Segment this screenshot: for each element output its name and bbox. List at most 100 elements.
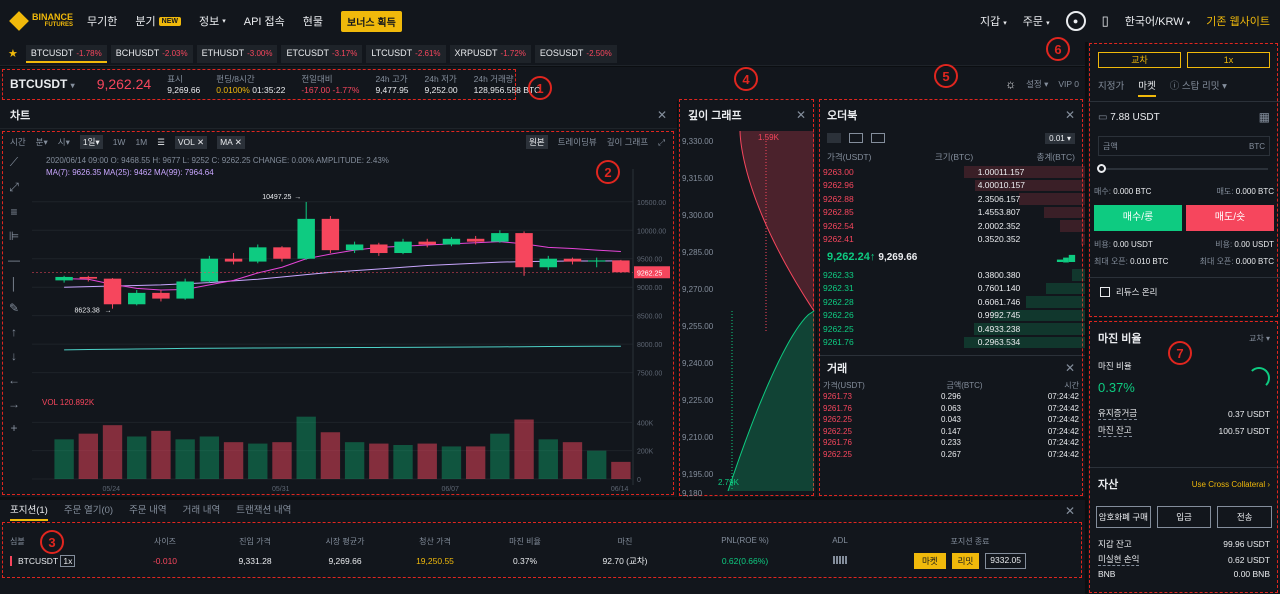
sell-short-button[interactable]: 매도/숏 bbox=[1186, 205, 1274, 231]
ticker-btcusdt[interactable]: BTCUSDT -1.78% bbox=[25, 44, 107, 63]
nav-quarterly[interactable]: 분기 NEW bbox=[135, 13, 181, 29]
candle-body[interactable] bbox=[55, 276, 73, 281]
bid-row[interactable]: 9261.76 0.296 3.534 bbox=[817, 336, 1085, 350]
candle-body[interactable] bbox=[249, 247, 267, 262]
cross-collateral-link[interactable]: Use Cross Collateral › bbox=[1191, 479, 1270, 489]
close-market-button[interactable]: 마켓 bbox=[913, 553, 946, 569]
horizontal-line-tool-icon[interactable]: — bbox=[8, 253, 20, 267]
depth-chart[interactable]: 9,330.00 9,315.00 9,300.00 9,285.00 9,270.00… bbox=[678, 131, 816, 497]
bonus-button[interactable]: 보너스 획득 bbox=[341, 10, 402, 32]
vertical-line-tool-icon[interactable]: │ bbox=[10, 277, 18, 291]
candle-body[interactable] bbox=[563, 258, 582, 262]
crosshair-tool-icon[interactable]: + bbox=[10, 421, 18, 435]
reduce-only-checkbox[interactable] bbox=[1100, 287, 1110, 297]
calculator-icon[interactable]: ▦ bbox=[1258, 110, 1270, 124]
view-depth-button[interactable]: 깊이 그래프 bbox=[606, 137, 649, 147]
candle-body[interactable] bbox=[491, 233, 509, 242]
transfer-button[interactable]: 전송 bbox=[1217, 506, 1273, 528]
ask-row[interactable]: 9262.88 2.350 6.157 bbox=[817, 192, 1085, 206]
ask-row[interactable]: 9262.41 0.352 0.352 bbox=[817, 233, 1085, 247]
candle-body[interactable] bbox=[103, 278, 122, 305]
favorite-star-icon[interactable]: ★ bbox=[8, 48, 18, 60]
language-menu[interactable]: 한국어/KRW ▾ bbox=[1125, 13, 1190, 29]
wallet-menu[interactable]: 지갑 ▾ bbox=[980, 13, 1007, 29]
bid-row[interactable]: 9262.33 0.380 0.380 bbox=[817, 268, 1085, 282]
bid-row[interactable]: 9262.26 0.999 2.745 bbox=[817, 309, 1085, 323]
candle-body[interactable] bbox=[515, 233, 533, 268]
arrow-down-tool-icon[interactable]: ↓ bbox=[11, 349, 17, 363]
close-limit-price-input[interactable]: 9332.05 bbox=[985, 553, 1026, 569]
close-icon[interactable]: ✕ bbox=[795, 108, 806, 122]
vol-indicator-tag[interactable]: VOL ✕ bbox=[174, 135, 208, 149]
interval-minute[interactable]: 분▾ bbox=[35, 137, 48, 147]
close-icon[interactable]: ✕ bbox=[1064, 361, 1075, 375]
candle-body[interactable] bbox=[345, 244, 364, 251]
interval-day[interactable]: 1일▾ bbox=[79, 135, 103, 149]
binance-futures-logo[interactable]: BINANCE FUTURES bbox=[9, 11, 73, 31]
ticker-etcusdt[interactable]: ETCUSDT -3.17% bbox=[281, 44, 363, 63]
close-icon[interactable]: ✕ bbox=[1064, 108, 1075, 122]
ray-tool-icon[interactable]: ⤢ bbox=[9, 180, 19, 194]
orderbook-asks-view-icon[interactable] bbox=[871, 133, 885, 143]
view-original-button[interactable]: 원본 bbox=[525, 135, 548, 149]
nav-spot[interactable]: 현물 bbox=[302, 16, 324, 28]
orderbook-bids-view-icon[interactable] bbox=[849, 133, 863, 143]
bid-row[interactable]: 9262.25 0.493 3.238 bbox=[817, 322, 1085, 336]
parallel-channel-tool-icon[interactable]: ≡ bbox=[10, 205, 18, 219]
tab-market[interactable]: 마켓 bbox=[1138, 78, 1156, 97]
deposit-button[interactable]: 입금 bbox=[1156, 506, 1212, 528]
orderbook-both-view-icon[interactable] bbox=[827, 133, 841, 143]
indicator-settings-icon[interactable]: ☰ bbox=[157, 136, 165, 147]
candle-body[interactable] bbox=[418, 241, 436, 245]
price-chart[interactable]: 10500.00 10000.00 9500.00 9000.00 8500.00 800… bbox=[28, 149, 673, 494]
candle-body[interactable] bbox=[297, 218, 315, 259]
amount-slider[interactable] bbox=[1097, 164, 1268, 174]
theme-sun-icon[interactable]: ☼ bbox=[1005, 77, 1017, 91]
close-limit-button[interactable]: 리밋 bbox=[951, 553, 980, 569]
candle-body[interactable] bbox=[612, 260, 630, 273]
candle-body[interactable] bbox=[200, 258, 219, 282]
interval-hour[interactable]: 시▾ bbox=[57, 137, 70, 147]
nav-api[interactable]: API 접속 bbox=[243, 16, 285, 28]
positions-tab-1[interactable]: 주문 열기(0) bbox=[63, 504, 114, 516]
fib-tool-icon[interactable]: ⊫ bbox=[8, 229, 20, 243]
settings-menu[interactable]: 설정 ▾ bbox=[1026, 78, 1048, 90]
leverage-button[interactable]: 1x bbox=[1187, 52, 1270, 68]
positions-tab-0[interactable]: 포지션(1) bbox=[10, 502, 48, 521]
candle-body[interactable] bbox=[321, 218, 340, 251]
symbol-selector[interactable]: BTCUSDT ▾ bbox=[10, 77, 75, 91]
arrow-up-tool-icon[interactable]: ↑ bbox=[11, 325, 17, 339]
interval-month[interactable]: 1M bbox=[135, 137, 148, 147]
positions-tab-3[interactable]: 거래 내역 bbox=[182, 504, 221, 516]
candle-body[interactable] bbox=[128, 292, 146, 305]
user-avatar-icon[interactable]: ● bbox=[1065, 11, 1086, 31]
candle-body[interactable] bbox=[442, 238, 461, 245]
candle-body[interactable] bbox=[176, 281, 194, 299]
brush-tool-icon[interactable]: ✎ bbox=[8, 301, 20, 315]
ticker-bchusdt[interactable]: BCHUSDT -2.03% bbox=[110, 44, 193, 63]
positions-tab-4[interactable]: 트랜잭션 내역 bbox=[236, 504, 292, 516]
close-icon[interactable]: ✕ bbox=[656, 107, 667, 122]
classic-site-link[interactable]: 기존 웹사이트 bbox=[1206, 16, 1270, 28]
ask-row[interactable]: 9262.85 1.455 3.807 bbox=[817, 206, 1085, 220]
tab-limit[interactable]: 지정가 bbox=[1098, 81, 1125, 92]
orders-menu[interactable]: 주문 ▾ bbox=[1023, 13, 1050, 29]
bid-row[interactable]: 9262.28 0.606 1.746 bbox=[817, 295, 1085, 309]
ask-row[interactable]: 9262.54 2.000 2.352 bbox=[817, 219, 1085, 233]
bid-row[interactable]: 9262.31 0.760 1.140 bbox=[817, 282, 1085, 296]
fullscreen-icon[interactable]: ⤢ bbox=[658, 136, 665, 147]
ticker-xrpusdt[interactable]: XRPUSDT -1.72% bbox=[449, 44, 531, 63]
candle-body[interactable] bbox=[587, 260, 606, 262]
interval-week[interactable]: 1W bbox=[112, 137, 126, 147]
ask-row[interactable]: 9262.96 4.000 10.157 bbox=[817, 179, 1085, 193]
positions-tab-2[interactable]: 주문 내역 bbox=[129, 504, 167, 516]
trend-line-tool-icon[interactable]: ⟋ bbox=[9, 155, 19, 169]
precision-select[interactable]: 0.01 ▾ bbox=[1045, 132, 1075, 144]
candle-body[interactable] bbox=[152, 292, 170, 299]
ma-indicator-tag[interactable]: MA ✕ bbox=[217, 135, 245, 149]
nav-perpetual[interactable]: 무기한 bbox=[87, 16, 118, 28]
candle-body[interactable] bbox=[79, 276, 98, 279]
buy-long-button[interactable]: 매수/롱 bbox=[1094, 205, 1182, 231]
candle-body[interactable] bbox=[394, 241, 412, 254]
amount-input[interactable]: 금액 BTC bbox=[1098, 136, 1270, 156]
